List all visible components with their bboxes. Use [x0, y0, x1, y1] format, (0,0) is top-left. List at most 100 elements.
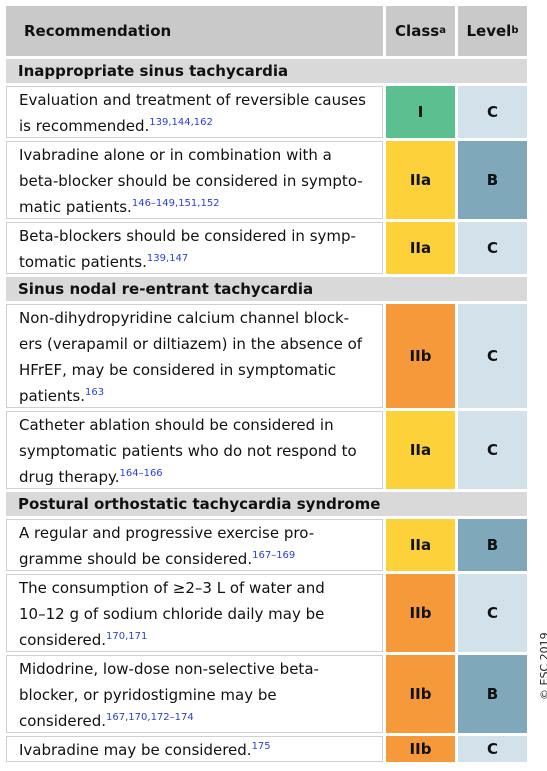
recommendation: Beta-blockers should be considered in sy…	[6, 222, 383, 274]
text-line: matic patients.146–149,151,152	[19, 194, 382, 220]
line-text: beta-blocker should be considered in sym…	[19, 172, 363, 190]
text-line: blocker, or pyridostigmine may be	[19, 682, 382, 708]
class-cell: IIa	[386, 519, 455, 571]
line-text: blocker, or pyridostigmine may be	[19, 686, 277, 704]
level-cell: C	[458, 574, 527, 652]
text-line: Midodrine, low-dose non-selective beta-	[19, 656, 382, 682]
header-text: Level	[466, 22, 512, 40]
line-text: matic patients.	[19, 198, 132, 216]
recommendation: Midodrine, low-dose non-selective beta-b…	[6, 655, 383, 733]
line-text: drug therapy.	[19, 468, 120, 486]
level-cell: C	[458, 86, 527, 138]
class-label: IIa	[409, 536, 432, 554]
level-label: C	[486, 347, 498, 365]
section-heading: Inappropriate sinus tachycardia	[6, 59, 527, 83]
recommendation: Catheter ablation should be considered i…	[6, 411, 383, 489]
class-label: IIb	[409, 347, 432, 365]
recommendation: Non-dihydropyridine calcium channel bloc…	[6, 304, 383, 408]
recommendation: The consumption of ≥2–3 L of water and 10…	[6, 574, 383, 652]
line-text: ers (verapamil or diltiazem) in the abse…	[19, 335, 363, 353]
line-text: HFrEF, may be considered in symptomatic	[19, 361, 337, 379]
line-text: Catheter ablation should be considered i…	[19, 416, 334, 434]
line-text: gramme should be considered.	[19, 550, 253, 568]
level-label: B	[486, 171, 499, 189]
reference: 146–149,151,152	[131, 198, 220, 209]
class-cell: IIa	[386, 141, 455, 219]
level-label: C	[486, 604, 498, 622]
recommendation: Ivabradine alone or in combination with …	[6, 141, 383, 219]
section-heading: Sinus nodal re-entrant tachycardia	[6, 277, 527, 301]
level-cell: C	[458, 411, 527, 489]
header-text: Recommendation	[24, 22, 172, 40]
level-cell: C	[458, 222, 527, 274]
level-label: C	[486, 103, 498, 121]
class-cell: IIb	[386, 655, 455, 733]
class-label: IIa	[409, 441, 432, 459]
level-label: C	[486, 740, 498, 758]
text-line: symptomatic patients who do not respond …	[19, 438, 382, 464]
class-cell: I	[386, 86, 455, 138]
text-line: Non-dihydropyridine calcium channel bloc…	[19, 305, 382, 331]
line-text: A regular and progressive exercise pro-	[19, 524, 315, 542]
line-text: The consumption of ≥2–3 L of water and	[19, 579, 325, 597]
class-label: IIb	[409, 604, 432, 622]
header-text: Class	[395, 22, 440, 40]
text-line: Beta-blockers should be considered in sy…	[19, 223, 382, 249]
class-label: IIb	[409, 685, 432, 703]
line-text: Evaluation and treatment of reversible c…	[19, 91, 366, 109]
level-cell: B	[458, 141, 527, 219]
class-cell: IIa	[386, 222, 455, 274]
line-text: Ivabradine may be considered.	[19, 741, 252, 759]
reference: 164–166	[119, 468, 163, 479]
copyright: © ESC 2019	[538, 632, 547, 700]
text-line: A regular and progressive exercise pro-	[19, 520, 382, 546]
class-cell: IIb	[386, 574, 455, 652]
level-cell: B	[458, 519, 527, 571]
text-line: considered.167,170,172–174	[19, 708, 382, 734]
level-label: C	[486, 441, 498, 459]
level-label: C	[486, 239, 498, 257]
reference: 163	[84, 387, 105, 398]
level-label: B	[486, 685, 499, 703]
level-label: B	[486, 536, 499, 554]
line-text: 10–12 g of sodium chloride daily may be	[19, 605, 325, 623]
text-line: HFrEF, may be considered in symptomatic	[19, 357, 382, 383]
header-class: Class a	[386, 6, 455, 56]
level-cell: C	[458, 736, 527, 762]
recommendation: A regular and progressive exercise pro-g…	[6, 519, 383, 571]
text-line: beta-blocker should be considered in sym…	[19, 168, 382, 194]
reference: 167,170,172–174	[106, 712, 194, 723]
text-line: considered.170,171	[19, 627, 382, 653]
class-cell: IIa	[386, 411, 455, 489]
text-line: drug therapy.164–166	[19, 464, 382, 490]
header-level: Level b	[458, 6, 527, 56]
section-heading: Postural orthostatic tachycardia syndrom…	[6, 492, 527, 516]
class-label: I	[417, 103, 424, 121]
line-text: considered.	[19, 712, 107, 730]
line-text: patients.	[19, 387, 85, 405]
class-label: IIa	[409, 171, 432, 189]
class-label: IIb	[409, 740, 432, 758]
text-line: The consumption of ≥2–3 L of water and	[19, 575, 382, 601]
line-text: Beta-blockers should be considered in sy…	[19, 227, 356, 245]
text-line: Catheter ablation should be considered i…	[19, 412, 382, 438]
recommendation: Ivabradine may be considered.175	[6, 736, 383, 762]
text-line: patients.163	[19, 383, 382, 409]
section-title: Inappropriate sinus tachycardia	[18, 62, 289, 80]
text-line: Ivabradine alone or in combination with …	[19, 142, 382, 168]
reference: 167–169	[252, 550, 296, 561]
text-line: tomatic patients.139,147	[19, 249, 382, 275]
level-cell: B	[458, 655, 527, 733]
line-text: symptomatic patients who do not respond …	[19, 442, 357, 460]
text-line: 10–12 g of sodium chloride daily may be	[19, 601, 382, 627]
section-title: Sinus nodal re-entrant tachycardia	[18, 280, 314, 298]
reference: 175	[251, 741, 271, 752]
line-text: considered.	[19, 631, 107, 649]
line-text: Midodrine, low-dose non-selective beta-	[19, 660, 319, 678]
text-line: Ivabradine may be considered.175	[19, 737, 382, 763]
line-text: Ivabradine alone or in combination with …	[19, 146, 332, 164]
reference: 139,147	[146, 253, 189, 264]
class-cell: IIb	[386, 304, 455, 408]
line-text: Non-dihydropyridine calcium channel bloc…	[19, 309, 350, 327]
